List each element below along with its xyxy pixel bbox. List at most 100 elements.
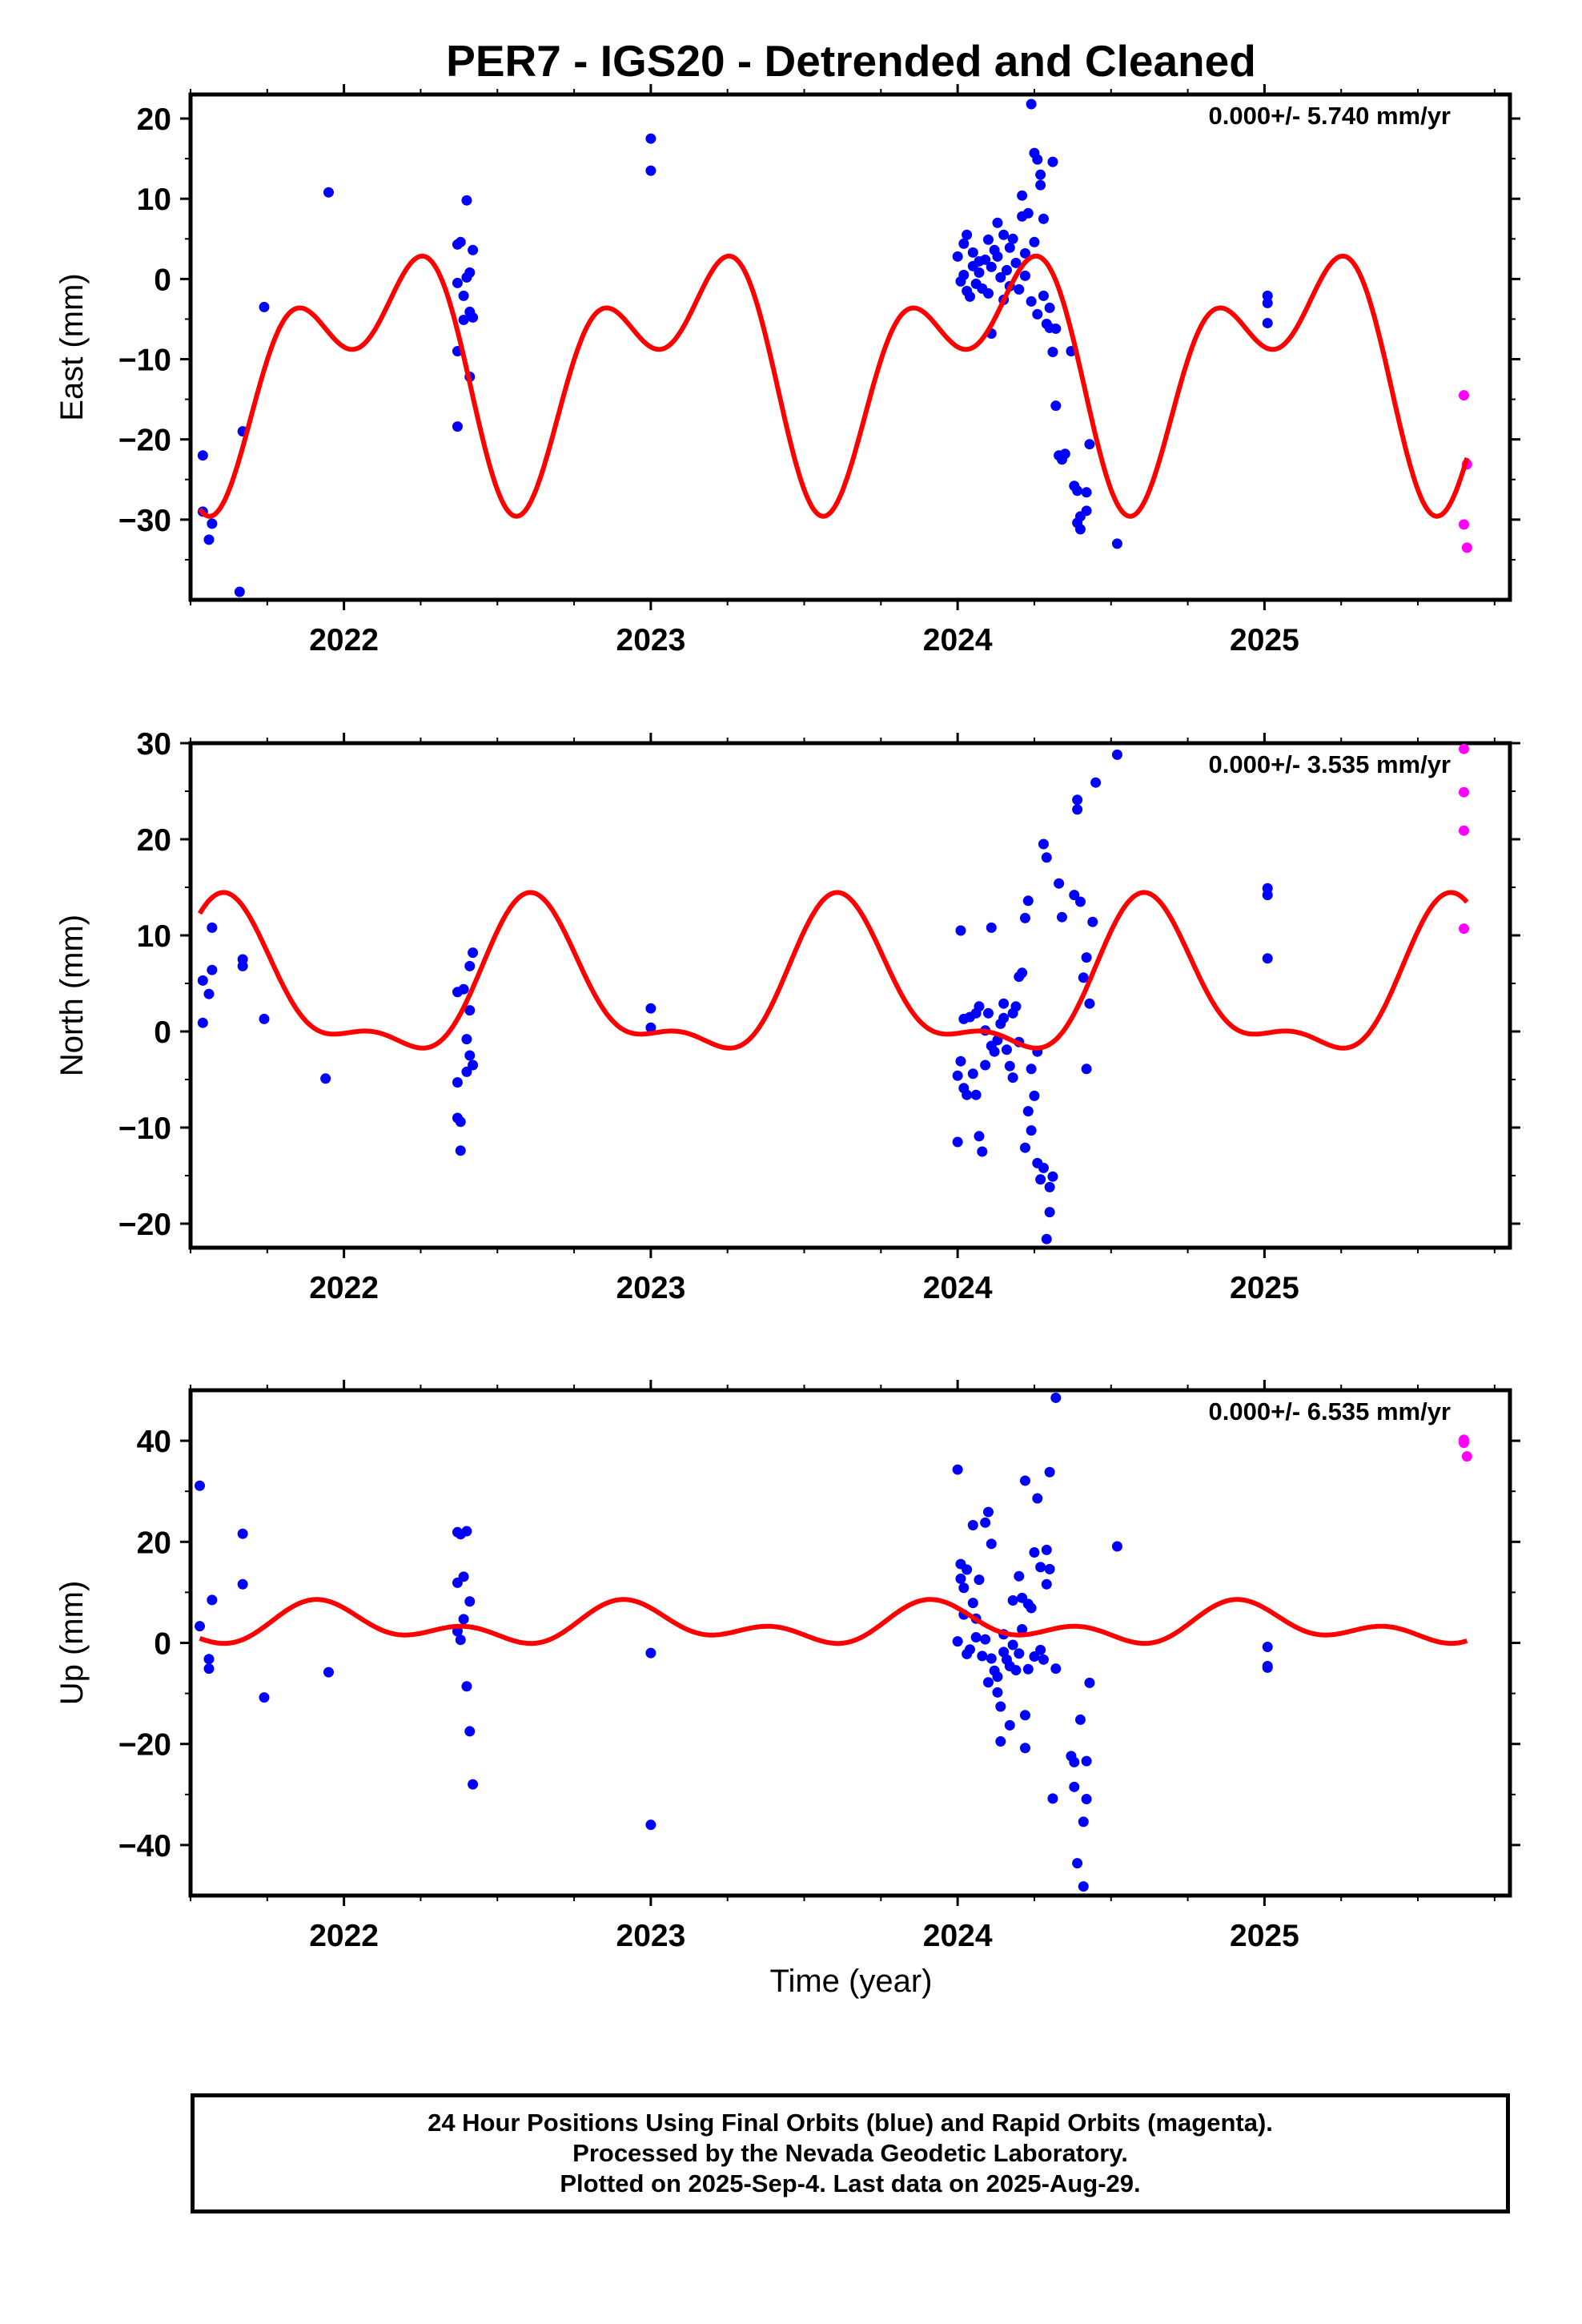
- up-final-point: [1081, 1793, 1092, 1804]
- up-final-point: [1041, 1578, 1052, 1590]
- east-y-tick-label: −10: [118, 344, 171, 378]
- east-final-point: [982, 234, 994, 245]
- up-final-point: [1069, 1781, 1080, 1792]
- east-panel: 2022 2023 2024 2025 −30 −20 −10 0 10 20 East (mm) 0…: [54, 84, 1520, 657]
- footer-line-orbits: 24 Hour Positions Using Final Orbits (bl…: [428, 2109, 1273, 2137]
- north-final-point: [1004, 1060, 1015, 1072]
- east-final-point: [1032, 308, 1043, 320]
- north-panel: 2022 2023 2024 2025 −20 −10 0 10 20 30 North (mm) 0…: [54, 727, 1520, 1305]
- north-final-point: [998, 998, 1010, 1009]
- up-y-axis-title: Up (mm): [54, 1581, 90, 1706]
- north-final-point: [1041, 852, 1052, 863]
- east-data-layer: [197, 99, 1472, 597]
- north-final-point: [1074, 896, 1086, 907]
- up-model-curve: [199, 1597, 1468, 1647]
- east-rapid-point: [1459, 519, 1470, 530]
- up-x-tick-label: 2025: [1230, 1919, 1299, 1953]
- east-final-point: [1050, 400, 1062, 412]
- north-model-curve: [197, 890, 1469, 1051]
- east-final-point: [980, 254, 991, 265]
- north-final-point: [197, 1017, 208, 1028]
- north-final-point: [1262, 890, 1273, 901]
- east-final-point: [1019, 247, 1030, 259]
- up-final-point: [1029, 1651, 1040, 1663]
- east-final-point: [452, 421, 463, 432]
- up-final-point: [461, 1681, 472, 1692]
- east-final-point: [1262, 297, 1273, 308]
- east-final-point: [962, 229, 973, 240]
- up-final-point: [995, 1736, 1006, 1747]
- up-final-point: [962, 1564, 973, 1575]
- up-final-point: [1084, 1677, 1095, 1688]
- east-final-point: [1017, 190, 1028, 201]
- east-final-point: [952, 251, 963, 262]
- north-data-layer: [197, 743, 1470, 1244]
- north-final-point: [1022, 895, 1034, 907]
- up-final-point: [1029, 1547, 1040, 1558]
- up-final-point: [194, 1621, 205, 1632]
- east-plot-frame: [188, 92, 1512, 602]
- up-final-point: [995, 1701, 1006, 1712]
- north-final-point: [1262, 953, 1273, 964]
- north-rapid-point: [1459, 825, 1470, 836]
- up-final-point: [980, 1634, 991, 1645]
- up-final-point: [1050, 1392, 1062, 1403]
- up-rapid-point: [1461, 1451, 1472, 1462]
- north-final-point: [461, 1034, 472, 1045]
- up-final-point: [1026, 1602, 1037, 1614]
- east-final-point: [998, 229, 1010, 240]
- up-final-point: [1019, 1710, 1030, 1721]
- north-final-point: [1072, 804, 1083, 815]
- north-final-point: [461, 1066, 472, 1077]
- up-final-point: [1069, 1756, 1080, 1767]
- north-final-point: [1038, 838, 1049, 850]
- north-final-point: [645, 1003, 656, 1014]
- east-rapid-point: [1459, 390, 1470, 401]
- up-final-point: [1072, 1858, 1083, 1869]
- east-final-point: [967, 247, 978, 258]
- north-final-point: [1041, 1233, 1052, 1244]
- north-rapid-point: [1459, 786, 1470, 798]
- east-final-point: [1035, 169, 1046, 180]
- north-x-tick-label: 2024: [923, 1271, 993, 1305]
- up-final-point: [1004, 1719, 1015, 1731]
- up-data-layer: [194, 1392, 1472, 1892]
- north-final-point: [967, 1068, 978, 1080]
- chart-title: PER7 - IGS20 - Detrended and Cleaned: [446, 36, 1256, 86]
- north-final-point: [207, 964, 218, 975]
- north-final-point: [464, 1005, 476, 1016]
- east-final-point: [464, 267, 476, 278]
- up-final-point: [982, 1506, 994, 1518]
- up-final-point: [980, 1517, 991, 1528]
- north-final-point: [464, 1050, 476, 1061]
- north-final-point: [1047, 1171, 1058, 1182]
- north-final-point: [989, 1046, 1000, 1057]
- north-final-point: [452, 1077, 463, 1088]
- north-final-point: [237, 960, 248, 971]
- up-y-tick-label: 20: [137, 1526, 171, 1560]
- east-model-curve: [198, 253, 1470, 519]
- north-final-point: [998, 1012, 1010, 1023]
- east-final-point: [1111, 538, 1122, 549]
- north-final-point: [197, 975, 208, 986]
- north-y-tick-label: 10: [137, 919, 171, 954]
- north-final-point: [464, 960, 476, 971]
- up-final-point: [977, 1651, 988, 1662]
- east-final-point: [645, 133, 656, 144]
- east-final-point: [974, 267, 985, 278]
- east-final-point: [1047, 347, 1058, 358]
- north-final-point: [452, 1112, 463, 1124]
- up-final-point: [259, 1692, 270, 1703]
- up-x-tick-label: 2023: [616, 1919, 686, 1953]
- east-final-point: [234, 586, 245, 597]
- east-rate-annotation: 0.000+/- 5.740 mm/yr: [1209, 102, 1451, 130]
- north-final-point: [645, 1022, 656, 1033]
- north-final-point: [1035, 1174, 1046, 1185]
- up-final-point: [1044, 1466, 1055, 1478]
- east-final-point: [1262, 317, 1273, 328]
- north-final-point: [1054, 878, 1065, 889]
- east-final-point: [461, 195, 472, 206]
- east-final-point: [986, 261, 997, 272]
- up-final-point: [1019, 1475, 1030, 1486]
- up-final-point: [1262, 1642, 1273, 1653]
